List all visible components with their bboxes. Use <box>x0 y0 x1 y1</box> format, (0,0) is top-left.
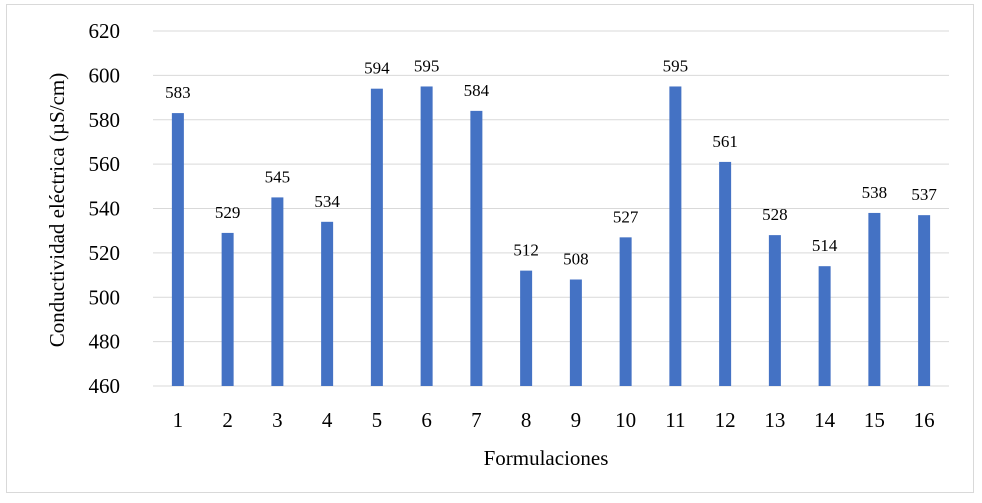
bar <box>171 113 184 386</box>
x-tick-label: 6 <box>421 408 432 432</box>
x-tick-label: 10 <box>615 408 636 432</box>
x-tick-label: 1 <box>173 408 184 432</box>
bar <box>669 86 682 386</box>
bar <box>918 215 931 386</box>
x-tick-label: 15 <box>864 408 885 432</box>
data-label: 584 <box>464 81 490 100</box>
data-label: 561 <box>712 132 738 151</box>
y-tick-label: 620 <box>89 19 121 43</box>
data-label: 529 <box>215 203 241 222</box>
x-axis-title: Formulaciones <box>484 446 609 470</box>
x-tick-label: 2 <box>222 408 233 432</box>
x-axis-ticks: 1 2 3 4 5 6 7 8 9 10 11 12 13 14 15 16 <box>173 408 935 432</box>
y-tick-label: 600 <box>89 63 121 87</box>
chart-frame <box>6 4 974 493</box>
bar <box>221 232 234 386</box>
y-tick-label: 520 <box>89 241 121 265</box>
x-tick-label: 3 <box>272 408 283 432</box>
bar <box>520 270 533 386</box>
data-label: 545 <box>265 167 291 186</box>
bar <box>768 235 781 386</box>
bar <box>569 279 582 386</box>
y-tick-label: 460 <box>89 374 121 398</box>
data-label: 537 <box>911 185 937 204</box>
x-tick-label: 14 <box>814 408 836 432</box>
data-label: 595 <box>414 56 440 75</box>
data-label: 512 <box>513 241 539 260</box>
data-label: 595 <box>663 56 689 75</box>
bar <box>719 161 732 386</box>
bar <box>868 212 881 386</box>
bar <box>470 110 483 386</box>
x-tick-label: 13 <box>764 408 785 432</box>
x-tick-label: 7 <box>471 408 482 432</box>
y-tick-label: 560 <box>89 152 121 176</box>
x-tick-label: 16 <box>914 408 935 432</box>
y-axis-title: Conductividad eléctrica (µS/cm) <box>45 73 69 348</box>
bar <box>619 237 632 386</box>
data-label: 527 <box>613 207 639 226</box>
data-label: 528 <box>762 205 788 224</box>
x-tick-label: 5 <box>372 408 383 432</box>
data-label: 583 <box>165 83 191 102</box>
y-tick-label: 480 <box>89 330 121 354</box>
y-tick-label: 500 <box>89 285 121 309</box>
x-tick-label: 9 <box>571 408 582 432</box>
data-label: 538 <box>862 183 888 202</box>
data-label: 594 <box>364 59 390 78</box>
y-tick-label: 540 <box>89 197 121 221</box>
data-label: 534 <box>314 192 340 211</box>
bars <box>171 86 931 386</box>
x-tick-label: 12 <box>715 408 736 432</box>
data-labels: 583 529 545 534 594 595 584 512 508 527 595 561 528 5… <box>165 56 937 268</box>
y-tick-label: 580 <box>89 108 121 132</box>
data-label: 508 <box>563 250 589 269</box>
x-tick-label: 8 <box>521 408 532 432</box>
bar <box>321 221 334 386</box>
x-tick-label: 4 <box>322 408 333 432</box>
x-tick-label: 11 <box>665 408 685 432</box>
bar <box>370 88 383 386</box>
y-axis-ticks: 460 480 500 520 540 560 580 600 620 <box>89 19 121 398</box>
bar <box>271 197 284 386</box>
data-label: 514 <box>812 236 838 255</box>
bar <box>818 266 831 386</box>
bar <box>420 86 433 386</box>
gridlines <box>153 30 949 387</box>
